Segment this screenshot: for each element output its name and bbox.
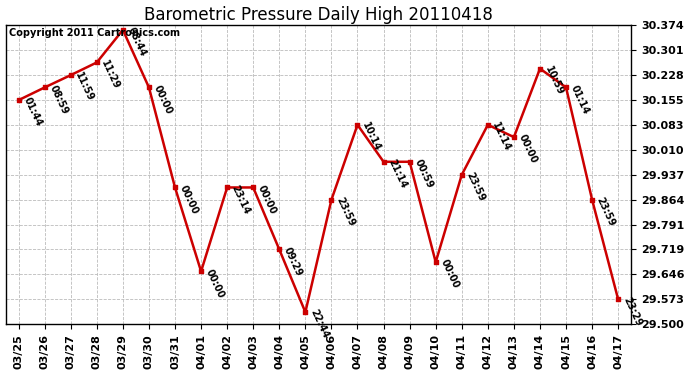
Text: 10:14: 10:14 [360, 121, 382, 153]
Point [170, 184, 181, 190]
Text: 00:00: 00:00 [178, 183, 200, 216]
Point [144, 84, 155, 90]
Point [404, 159, 415, 165]
Point [195, 268, 206, 274]
Point [221, 184, 233, 190]
Point [378, 159, 389, 165]
Text: 23:14: 23:14 [230, 183, 252, 216]
Point [482, 122, 493, 128]
Title: Barometric Pressure Daily High 20110418: Barometric Pressure Daily High 20110418 [144, 6, 493, 24]
Point [66, 72, 77, 78]
Text: 00:00: 00:00 [152, 83, 174, 116]
Text: 09:29: 09:29 [282, 245, 304, 278]
Text: 11:14: 11:14 [491, 121, 513, 153]
Text: 00:00: 00:00 [517, 133, 539, 165]
Text: 00:00: 00:00 [438, 258, 461, 290]
Text: 10:59: 10:59 [543, 64, 565, 97]
Point [456, 172, 467, 178]
Text: 11:29: 11:29 [99, 58, 121, 91]
Text: 23:29: 23:29 [621, 295, 643, 328]
Text: 08:44: 08:44 [126, 26, 148, 58]
Text: 23:59: 23:59 [464, 171, 486, 203]
Point [274, 246, 285, 252]
Text: 00:00: 00:00 [204, 267, 226, 300]
Point [560, 84, 571, 90]
Point [326, 197, 337, 203]
Point [248, 184, 259, 190]
Point [13, 97, 24, 103]
Text: Copyright 2011 Cartronics.com: Copyright 2011 Cartronics.com [9, 28, 179, 38]
Point [430, 259, 441, 265]
Text: 01:14: 01:14 [569, 83, 591, 116]
Text: 23:59: 23:59 [334, 196, 356, 228]
Text: 21:14: 21:14 [386, 158, 408, 190]
Text: 00:00: 00:00 [256, 183, 278, 216]
Point [39, 84, 50, 90]
Text: 22:44: 22:44 [308, 308, 331, 340]
Point [117, 27, 128, 33]
Point [300, 309, 311, 315]
Point [509, 134, 520, 140]
Point [352, 122, 363, 128]
Text: 11:59: 11:59 [74, 71, 96, 103]
Point [535, 66, 546, 72]
Text: 08:59: 08:59 [48, 83, 70, 116]
Point [91, 60, 102, 66]
Text: 01:44: 01:44 [21, 96, 43, 128]
Text: 00:59: 00:59 [413, 158, 435, 190]
Point [613, 297, 624, 303]
Text: 23:59: 23:59 [595, 196, 617, 228]
Point [586, 197, 598, 203]
